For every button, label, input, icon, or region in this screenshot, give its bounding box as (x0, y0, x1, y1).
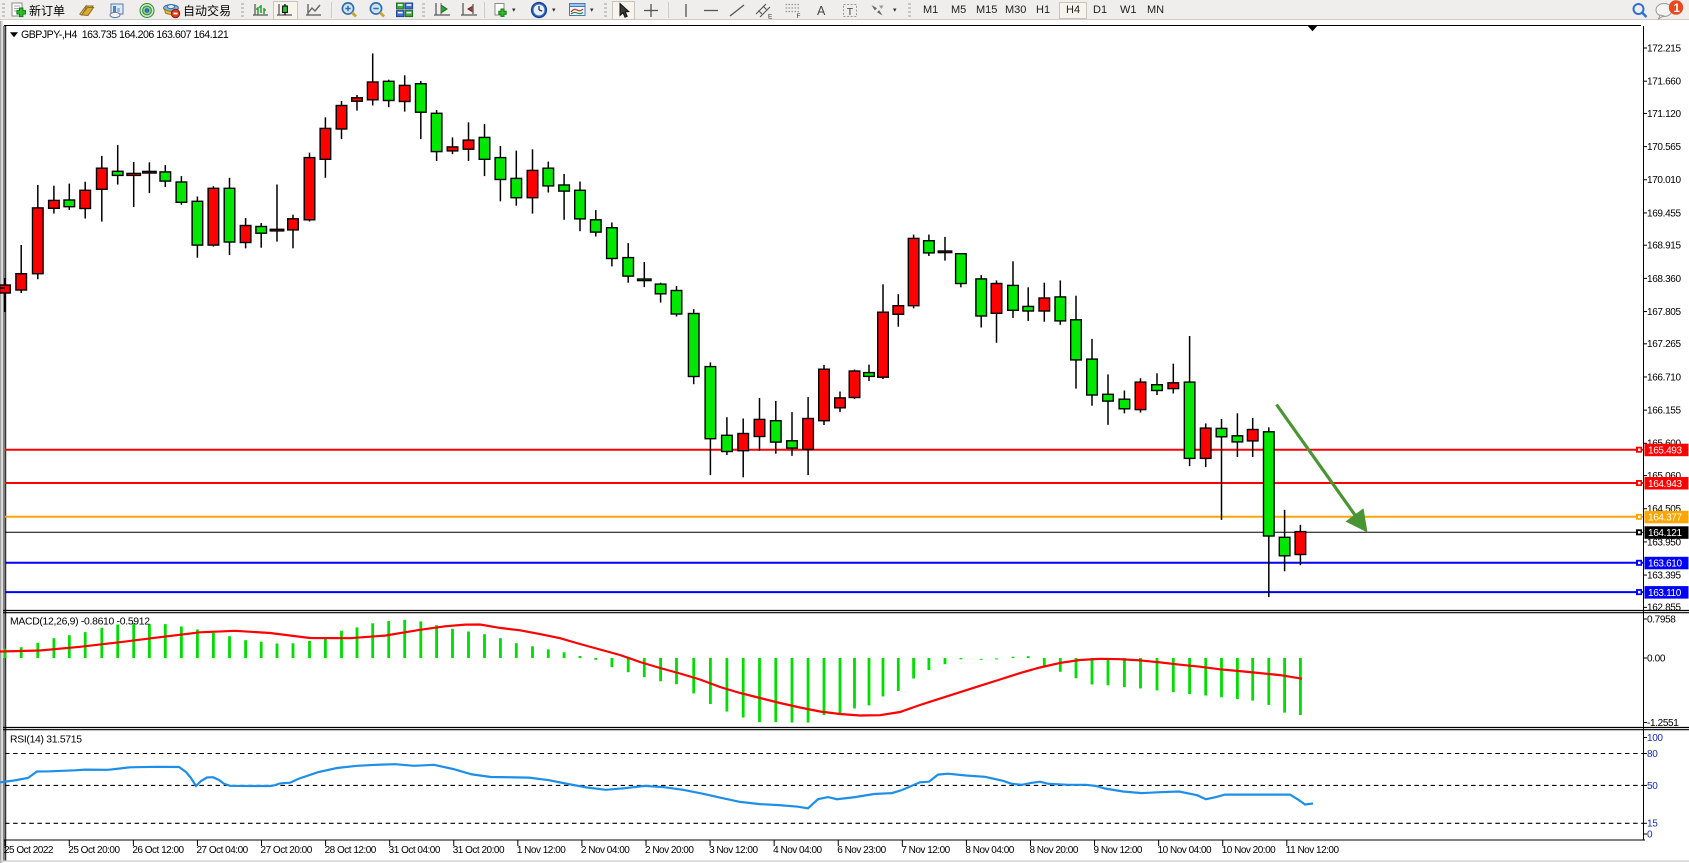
svg-text:163.950: 163.950 (1647, 537, 1681, 548)
svg-text:28 Oct 12:00: 28 Oct 12:00 (325, 845, 377, 856)
svg-text:8 Nov 20:00: 8 Nov 20:00 (1029, 845, 1078, 856)
svg-text:165.060: 165.060 (1647, 471, 1681, 482)
svg-text:31 Oct 04:00: 31 Oct 04:00 (389, 845, 441, 856)
svg-text:164.943: 164.943 (1648, 479, 1682, 490)
svg-text:170.565: 170.565 (1647, 142, 1681, 153)
svg-text:31 Oct 20:00: 31 Oct 20:00 (453, 845, 505, 856)
svg-text:165.493: 165.493 (1648, 446, 1682, 457)
svg-text:166.710: 166.710 (1647, 372, 1681, 383)
svg-text:2 Nov 20:00: 2 Nov 20:00 (645, 845, 694, 856)
svg-text:50: 50 (1647, 781, 1658, 792)
svg-text:T: T (847, 5, 854, 17)
svg-text:6 Nov 23:00: 6 Nov 23:00 (837, 845, 886, 856)
svg-text:163.395: 163.395 (1647, 570, 1681, 581)
svg-text:171.120: 171.120 (1647, 109, 1681, 120)
svg-text:162.855: 162.855 (1647, 603, 1681, 614)
svg-text:E: E (768, 13, 773, 19)
svg-text:2 Nov 04:00: 2 Nov 04:00 (581, 845, 630, 856)
svg-text:9 Nov 12:00: 9 Nov 12:00 (1094, 845, 1143, 856)
svg-text:10 Nov 20:00: 10 Nov 20:00 (1222, 845, 1276, 856)
svg-text:1: 1 (1674, 3, 1681, 15)
svg-text:25 Oct 20:00: 25 Oct 20:00 (68, 845, 120, 856)
svg-text:163.110: 163.110 (1648, 588, 1682, 599)
svg-text:11 Nov 12:00: 11 Nov 12:00 (1286, 845, 1340, 856)
svg-text:169.455: 169.455 (1647, 208, 1681, 219)
svg-text:172.215: 172.215 (1647, 43, 1681, 54)
svg-text:A: A (817, 4, 826, 18)
svg-text:1 Nov 12:00: 1 Nov 12:00 (517, 845, 566, 856)
svg-text:167.805: 167.805 (1647, 307, 1681, 318)
svg-text:168.915: 168.915 (1647, 241, 1681, 252)
svg-text:164.505: 164.505 (1647, 504, 1681, 515)
svg-text:171.660: 171.660 (1647, 77, 1681, 88)
svg-text:7 Nov 12:00: 7 Nov 12:00 (901, 845, 950, 856)
svg-text:8 Nov 04:00: 8 Nov 04:00 (965, 845, 1014, 856)
svg-text:26 Oct 12:00: 26 Oct 12:00 (132, 845, 184, 856)
svg-text:3 Nov 12:00: 3 Nov 12:00 (709, 845, 758, 856)
svg-text:4 Nov 04:00: 4 Nov 04:00 (773, 845, 822, 856)
svg-text:0.00: 0.00 (1647, 653, 1666, 664)
svg-text:27 Oct 04:00: 27 Oct 04:00 (196, 845, 248, 856)
svg-text:168.360: 168.360 (1647, 274, 1681, 285)
svg-text:MACD(12,26,9) -0.8610 -0.5912: MACD(12,26,9) -0.8610 -0.5912 (10, 617, 150, 628)
svg-text:25 Oct 2022: 25 Oct 2022 (4, 845, 54, 856)
svg-text:170.010: 170.010 (1647, 175, 1681, 186)
svg-text:15: 15 (1647, 819, 1658, 830)
svg-text:163.610: 163.610 (1648, 559, 1682, 570)
svg-text:166.155: 166.155 (1647, 406, 1681, 417)
svg-text:0: 0 (1647, 829, 1653, 840)
svg-text:164.377: 164.377 (1648, 513, 1682, 524)
svg-text:10 Nov 04:00: 10 Nov 04:00 (1158, 845, 1212, 856)
svg-text:164.121: 164.121 (1648, 528, 1682, 539)
svg-text:0.7958: 0.7958 (1647, 615, 1676, 626)
svg-text:27 Oct 20:00: 27 Oct 20:00 (261, 845, 313, 856)
svg-text:167.265: 167.265 (1647, 339, 1681, 350)
svg-text:80: 80 (1647, 749, 1658, 760)
svg-text:F: F (797, 13, 801, 19)
svg-text:-1.2551: -1.2551 (1647, 718, 1679, 729)
svg-text:100: 100 (1647, 733, 1663, 744)
svg-text:RSI(14) 31.5715: RSI(14) 31.5715 (10, 735, 82, 746)
svg-text:GBPJPY-,H4 163.735 164.206 16: GBPJPY-,H4 163.735 164.206 163.607 164.1… (21, 29, 229, 41)
